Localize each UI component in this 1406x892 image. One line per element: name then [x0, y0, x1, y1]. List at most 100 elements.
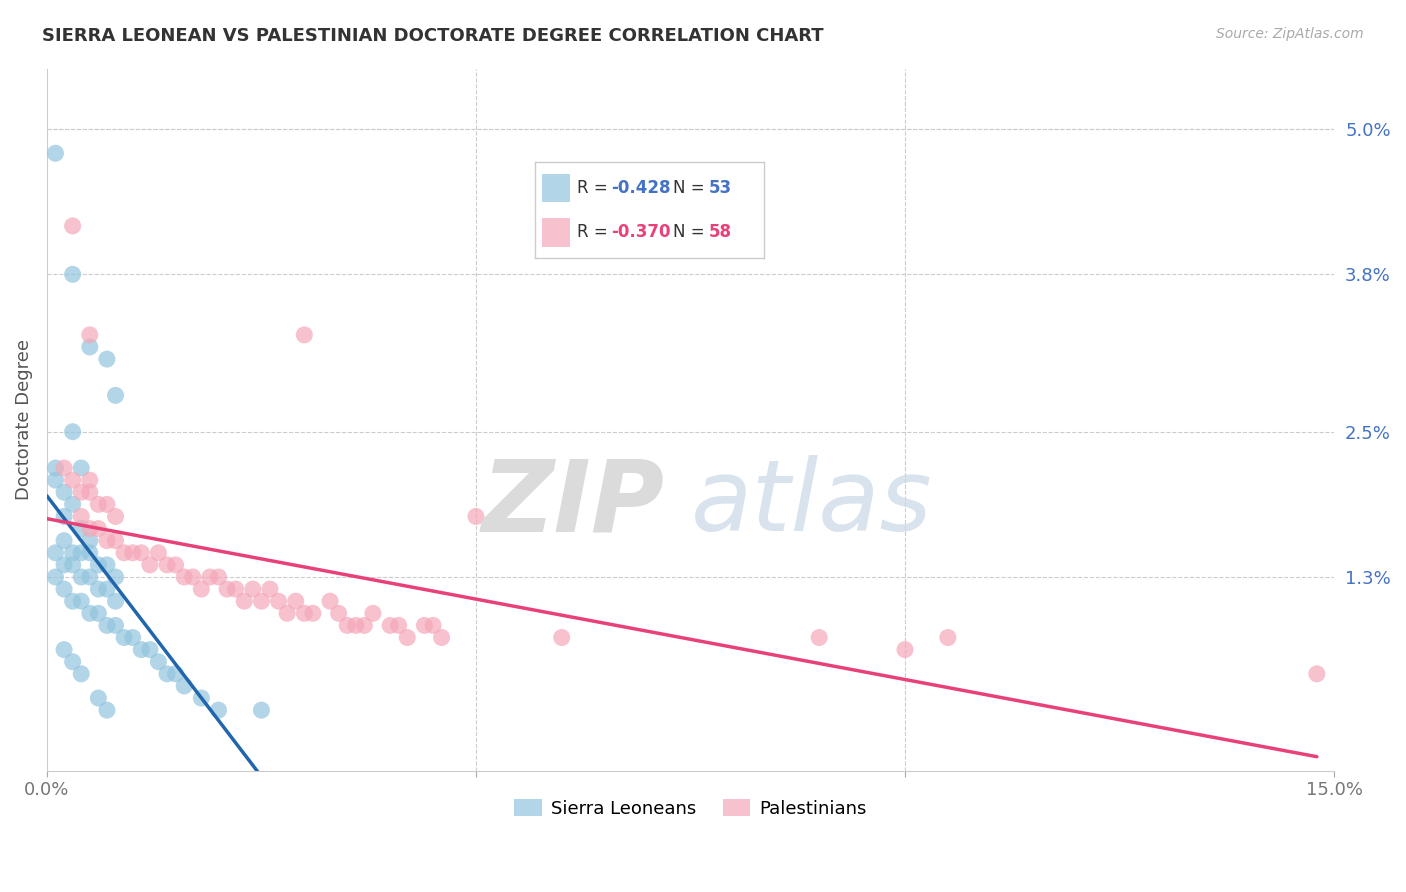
Point — [79, 327, 101, 342]
Point — [62, 594, 84, 608]
Point — [173, 679, 195, 693]
Point — [62, 268, 84, 282]
Bar — [543, 174, 569, 202]
Point — [181, 570, 204, 584]
Point — [190, 691, 212, 706]
Point — [70, 485, 93, 500]
Point — [53, 485, 76, 500]
Legend: Sierra Leoneans, Palestinians: Sierra Leoneans, Palestinians — [508, 792, 873, 825]
Point — [112, 631, 135, 645]
Point — [1306, 666, 1329, 681]
Point — [344, 618, 367, 632]
Text: ZIP: ZIP — [482, 456, 665, 552]
Point — [319, 594, 342, 608]
Point — [378, 618, 401, 632]
Point — [156, 666, 179, 681]
Point — [276, 607, 298, 621]
Point — [551, 631, 574, 645]
Point — [173, 570, 195, 584]
Point — [79, 607, 101, 621]
Point — [53, 509, 76, 524]
Point — [70, 666, 93, 681]
Point — [53, 461, 76, 475]
Point — [62, 219, 84, 233]
Point — [894, 642, 917, 657]
Point — [62, 655, 84, 669]
Text: 53: 53 — [709, 179, 733, 197]
Point — [79, 546, 101, 560]
Point — [44, 473, 66, 487]
Point — [79, 522, 101, 536]
Point — [198, 570, 221, 584]
Point — [44, 546, 66, 560]
Point — [808, 631, 831, 645]
Point — [104, 388, 127, 402]
Point — [53, 582, 76, 596]
Point — [96, 352, 118, 367]
Point — [129, 642, 152, 657]
Point — [267, 594, 290, 608]
Point — [292, 327, 315, 342]
Text: R =: R = — [576, 179, 613, 197]
Text: SIERRA LEONEAN VS PALESTINIAN DOCTORATE DEGREE CORRELATION CHART: SIERRA LEONEAN VS PALESTINIAN DOCTORATE … — [42, 27, 824, 45]
Point — [70, 570, 93, 584]
Point — [190, 582, 212, 596]
Point — [388, 618, 411, 632]
Point — [53, 642, 76, 657]
Point — [148, 546, 170, 560]
Point — [87, 497, 110, 511]
Point — [104, 594, 127, 608]
Point — [104, 533, 127, 548]
Point — [79, 533, 101, 548]
Point — [44, 146, 66, 161]
Point — [79, 570, 101, 584]
Point — [328, 607, 350, 621]
Point — [87, 582, 110, 596]
Point — [139, 558, 162, 572]
Point — [259, 582, 281, 596]
Point — [87, 522, 110, 536]
Point — [250, 703, 273, 717]
Point — [139, 642, 162, 657]
Text: 58: 58 — [709, 223, 733, 241]
Text: N =: N = — [672, 223, 710, 241]
Point — [87, 607, 110, 621]
Point — [292, 607, 315, 621]
Point — [165, 666, 187, 681]
Point — [96, 703, 118, 717]
Point — [233, 594, 256, 608]
Point — [936, 631, 959, 645]
Point — [79, 473, 101, 487]
Point — [70, 594, 93, 608]
Point — [62, 473, 84, 487]
Point — [217, 582, 239, 596]
Point — [62, 558, 84, 572]
Point — [148, 655, 170, 669]
Point — [53, 533, 76, 548]
Point — [44, 570, 66, 584]
Point — [79, 485, 101, 500]
Point — [112, 546, 135, 560]
Point — [129, 546, 152, 560]
Point — [70, 509, 93, 524]
Y-axis label: Doctorate Degree: Doctorate Degree — [15, 339, 32, 500]
Point — [62, 425, 84, 439]
Point — [96, 497, 118, 511]
Point — [361, 607, 384, 621]
Point — [121, 631, 143, 645]
Point — [96, 618, 118, 632]
Point — [225, 582, 247, 596]
Point — [96, 558, 118, 572]
Point — [207, 570, 229, 584]
Point — [104, 509, 127, 524]
Point — [79, 340, 101, 354]
Bar — [543, 218, 569, 246]
Point — [353, 618, 375, 632]
Point — [70, 461, 93, 475]
Text: N =: N = — [672, 179, 710, 197]
Text: atlas: atlas — [690, 456, 932, 552]
Point — [70, 522, 93, 536]
Point — [87, 558, 110, 572]
Point — [207, 703, 229, 717]
Point — [464, 509, 486, 524]
